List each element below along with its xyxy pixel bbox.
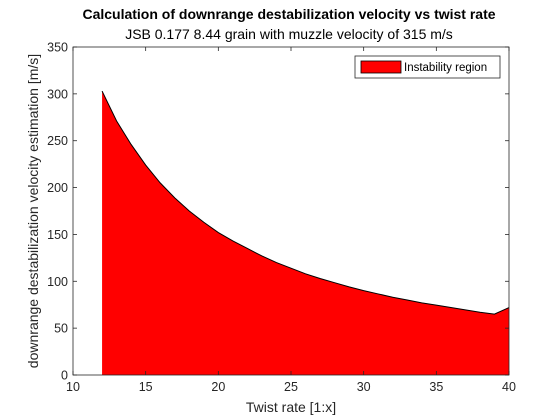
x-tick-label: 30 — [357, 380, 371, 394]
y-tick-label: 150 — [47, 228, 68, 242]
x-tick-label: 25 — [284, 380, 298, 394]
y-axis-label: downrange destabilization velocity estim… — [25, 54, 41, 368]
x-tick-label: 10 — [66, 380, 80, 394]
x-axis-label: Twist rate [1:x] — [246, 399, 336, 415]
boundary-curve — [101, 90, 510, 315]
chart-title: Calculation of downrange destabilization… — [82, 6, 495, 22]
legend-label: Instability region — [404, 62, 487, 74]
data-layer — [101, 90, 510, 376]
y-tick-label: 300 — [47, 87, 68, 101]
x-tick-label: 40 — [502, 380, 516, 394]
legend-swatch — [360, 60, 402, 74]
y-tick-label: 200 — [47, 181, 68, 195]
x-tick-label: 15 — [139, 380, 153, 394]
y-tick-label: 0 — [61, 369, 68, 383]
y-tick-label: 100 — [47, 275, 68, 289]
y-tick-label: 250 — [47, 134, 68, 148]
x-tick-label: 20 — [211, 380, 225, 394]
x-tick-label: 35 — [429, 380, 443, 394]
instability-area — [102, 91, 509, 376]
axes: 10 15 20 25 30 35 40 0 50 100 150 200 250 300 350 — [47, 41, 516, 395]
y-tick-label: 350 — [47, 41, 68, 55]
y-tick-label: 50 — [54, 322, 68, 336]
legend: Instability region — [354, 55, 501, 79]
chart-subtitle: JSB 0.177 8.44 grain with muzzle velocit… — [125, 26, 453, 42]
